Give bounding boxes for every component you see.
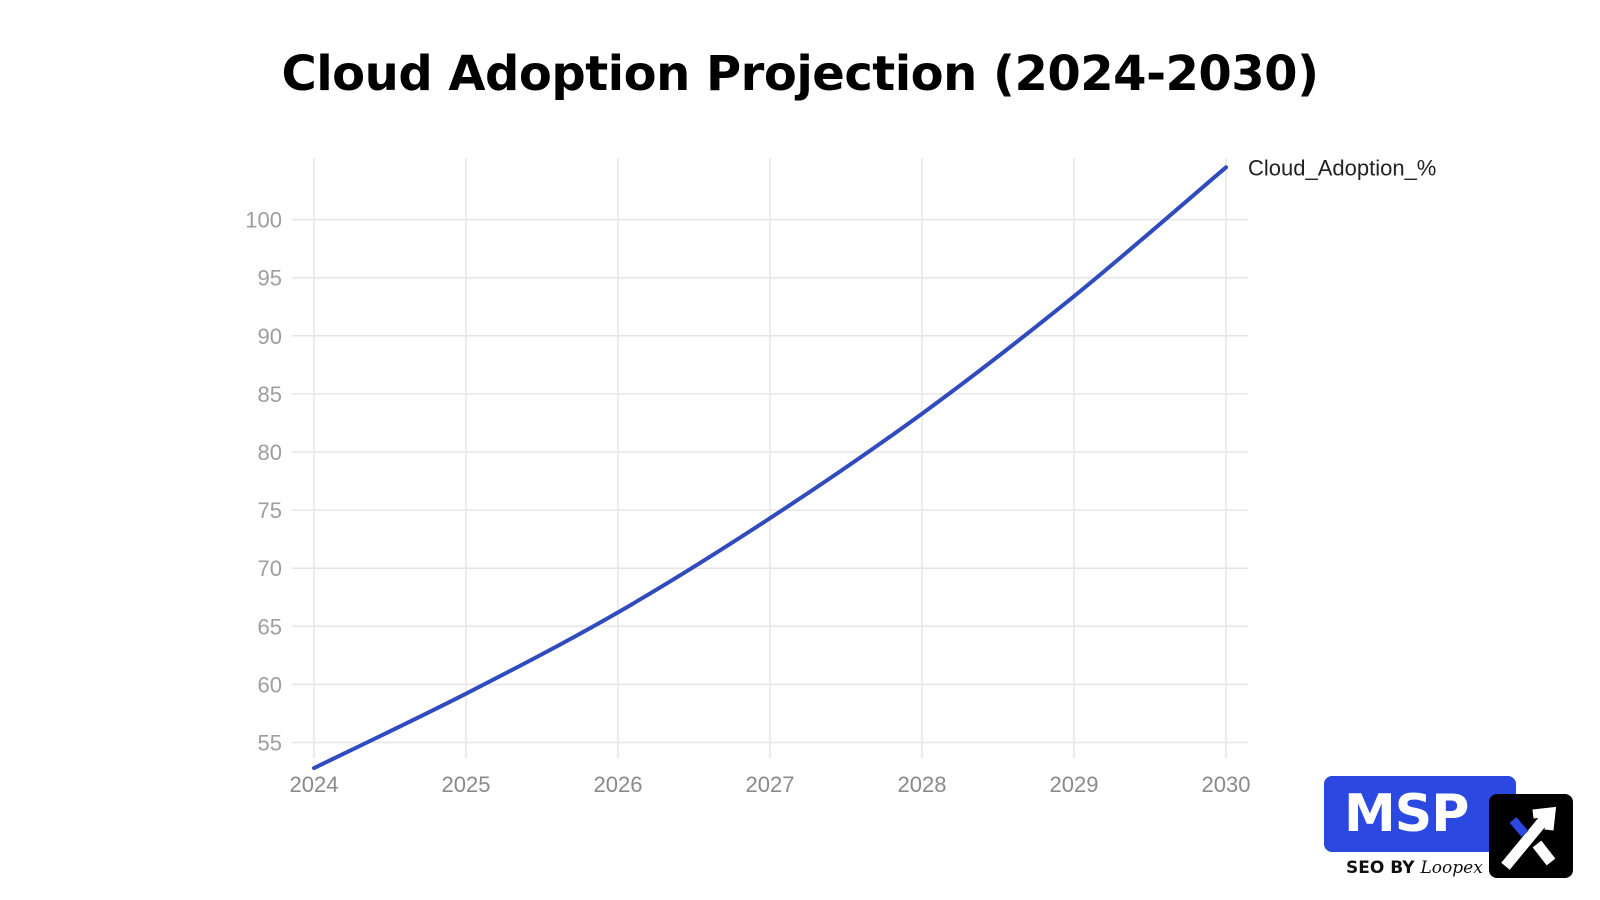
series-label-0: Cloud_Adoption_% [1248, 155, 1436, 180]
chart-title: Cloud Adoption Projection (2024-2030) [281, 46, 1319, 102]
x-tick-label-2024: 2024 [290, 772, 339, 797]
logo-sub-prefix: SEO BY [1346, 858, 1415, 878]
y-tick-label-60: 60 [258, 672, 282, 697]
y-tick-label-95: 95 [258, 266, 282, 291]
x-arrow-icon [1489, 794, 1573, 878]
logo-sub-brand: Loopex [1420, 858, 1483, 878]
x-tick-label-2030: 2030 [1202, 772, 1251, 797]
y-tick-label-85: 85 [258, 382, 282, 407]
x-tick-label-2026: 2026 [594, 772, 643, 797]
y-tick-label-70: 70 [258, 556, 282, 581]
msp-logo: MSP SEO BY Loopex [1324, 776, 1576, 886]
y-tick-label-90: 90 [258, 324, 282, 349]
x-gridlines [313, 158, 1227, 758]
x-axis-tick-labels: 2024 2025 2026 2027 2028 2029 2030 [290, 772, 1251, 797]
y-tick-label-80: 80 [258, 440, 282, 465]
series-lines [312, 165, 1228, 771]
logo-main-text: MSP [1344, 784, 1469, 844]
x-tick-label-2028: 2028 [898, 772, 947, 797]
y-tick-label-75: 75 [258, 498, 282, 523]
y-tick-label-55: 55 [258, 731, 282, 756]
x-tick-label-2025: 2025 [442, 772, 491, 797]
series-labels: Cloud_Adoption_% [1248, 155, 1436, 180]
x-tick-label-2029: 2029 [1050, 772, 1099, 797]
series-line-0 [312, 165, 1228, 771]
y-tick-label-100: 100 [245, 208, 282, 233]
logo-subtitle: SEO BY Loopex [1346, 858, 1483, 878]
y-axis-tick-labels: 55 60 65 70 75 80 85 90 95 100 [245, 208, 282, 756]
x-tick-label-2027: 2027 [746, 772, 795, 797]
logo-msp-box: MSP [1324, 776, 1516, 852]
y-tick-label-65: 65 [258, 614, 282, 639]
